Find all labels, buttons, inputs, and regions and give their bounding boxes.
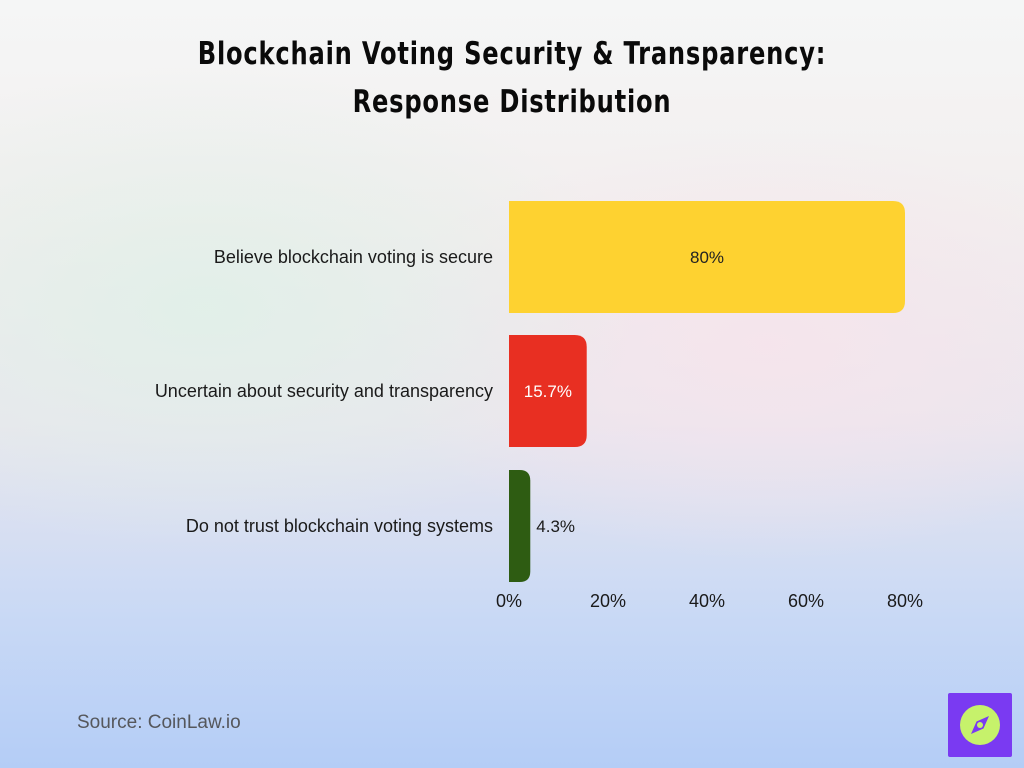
bar-1 — [509, 201, 905, 313]
x-tick-label-5: 80% — [887, 591, 923, 611]
x-tick-label-4: 60% — [788, 591, 824, 611]
bar-2 — [509, 335, 587, 447]
x-tick-label-3: 40% — [689, 591, 725, 611]
compass-icon — [948, 693, 1012, 757]
category-label-2: Uncertain about security and transparenc… — [155, 381, 493, 401]
chart-title-line-2: Response Distribution — [352, 84, 672, 120]
value-label-3: 4.3% — [536, 517, 575, 536]
value-label-1: 80% — [690, 248, 724, 267]
value-label-2: 15.7% — [524, 382, 572, 401]
category-label-3: Do not trust blockchain voting systems — [186, 516, 493, 536]
chart-title-line-1: Blockchain Voting Security & Transparenc… — [197, 36, 827, 72]
source-note: Source: CoinLaw.io — [77, 712, 241, 733]
category-label-1: Believe blockchain voting is secure — [214, 247, 493, 267]
chart-title: Blockchain Voting Security & Transparenc… — [113, 30, 912, 126]
x-tick-label-1: 0% — [496, 591, 522, 611]
x-tick-label-2: 20% — [590, 591, 626, 611]
bar-3 — [509, 470, 531, 582]
